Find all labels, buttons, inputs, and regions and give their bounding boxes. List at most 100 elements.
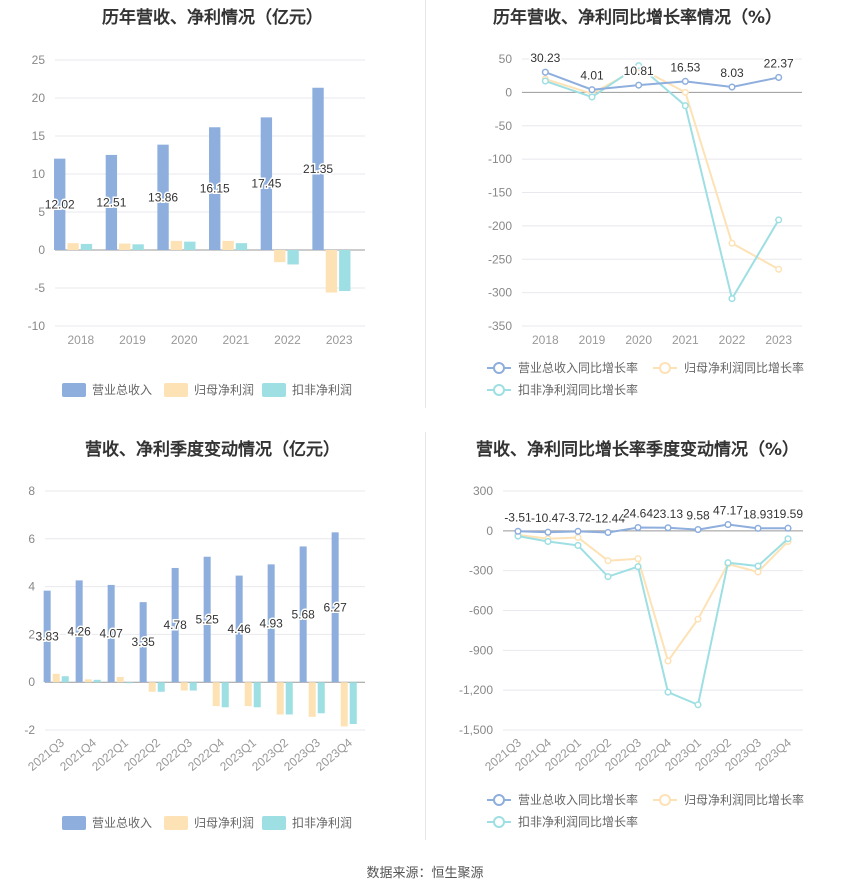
data-label: 19.59	[773, 507, 803, 521]
series-line	[545, 64, 780, 302]
annual-revenue-profit-chart: 25 20 15 10 5 0 -5 -10 2018 2019 2020 2021 2022 2023 1…	[28, 53, 365, 397]
bar	[308, 682, 316, 717]
y-tick-label: -100	[488, 152, 512, 166]
bar	[317, 682, 325, 714]
data-label: -12.44	[591, 511, 625, 525]
chart-title: 历年营收、净利同比增长率情况（%）	[492, 8, 783, 28]
data-point	[574, 527, 582, 535]
data-label: 30.23	[530, 51, 560, 65]
bar	[276, 682, 284, 715]
quarterly-growth-rate-chart: 3000-300-600-900-1,200-1,5002021Q32021Q4…	[459, 484, 805, 829]
data-point	[694, 526, 702, 534]
bar	[285, 682, 293, 715]
bar	[349, 682, 357, 725]
legend-label: 扣非净利润	[292, 816, 352, 830]
y-tick-label: 4	[28, 580, 35, 594]
x-tick-label: 2020	[171, 333, 198, 347]
y-tick-label: -5	[34, 281, 45, 295]
data-point	[588, 86, 596, 94]
y-tick-label: 10	[32, 167, 46, 181]
bar	[340, 682, 348, 727]
x-tick-label: 2018	[532, 333, 559, 347]
y-tick-label: 6	[28, 532, 35, 546]
bar	[157, 144, 169, 250]
data-point	[604, 557, 612, 565]
x-tick-label: 2022	[274, 333, 301, 347]
chart-title: 营收、净利季度变动情况（亿元）	[85, 440, 340, 460]
legend-marker-swatch	[659, 794, 671, 806]
series-line	[544, 71, 779, 91]
y-tick-label: -50	[495, 119, 513, 133]
bar	[221, 682, 229, 708]
data-label: 9.58	[686, 509, 710, 523]
data-point	[635, 81, 643, 89]
data-point	[681, 102, 689, 110]
chart-title: 历年营收、净利情况（亿元）	[102, 8, 323, 28]
legend-swatch	[62, 816, 86, 830]
data-label: -3.51	[504, 510, 532, 524]
data-point	[604, 573, 612, 581]
data-point	[541, 68, 549, 76]
y-tick-label: 0	[28, 675, 35, 689]
bar	[260, 117, 273, 250]
bar	[287, 250, 299, 265]
legend-marker-swatch	[659, 362, 671, 374]
bar	[222, 240, 234, 250]
data-point	[544, 528, 552, 536]
data-point	[724, 521, 732, 529]
data-point	[635, 62, 643, 70]
series-line	[517, 533, 789, 664]
series-line	[517, 535, 789, 707]
y-tick-label: -10	[28, 319, 46, 333]
x-tick-label: 2023	[765, 333, 792, 347]
x-tick-label: 2019	[579, 333, 606, 347]
data-label: 4.07	[99, 627, 123, 641]
bar	[125, 682, 133, 684]
data-point	[664, 524, 672, 532]
legend-swatch	[262, 816, 286, 830]
data-point	[681, 88, 689, 96]
y-tick-label: -1,200	[459, 683, 493, 697]
bar	[54, 158, 66, 250]
data-label: 5.25	[195, 612, 219, 626]
legend-label: 扣非净利润同比增长率	[518, 382, 638, 397]
data-point	[784, 535, 792, 543]
data-label: -10.47	[531, 511, 565, 525]
legend-label: 归母净利润	[194, 816, 254, 830]
data-point	[604, 528, 612, 537]
data-label: 16.15	[200, 182, 230, 196]
x-tick-label: 2021	[222, 333, 249, 347]
bar	[171, 567, 179, 683]
bar	[132, 244, 144, 250]
y-tick-label: 20	[32, 91, 46, 105]
data-point	[544, 537, 552, 546]
y-tick-label: -200	[488, 219, 512, 233]
bar	[235, 243, 248, 250]
data-point	[775, 265, 783, 273]
bar	[61, 676, 69, 683]
data-point	[681, 77, 689, 85]
bar	[184, 241, 196, 250]
data-point	[634, 555, 642, 563]
data-label: 4.01	[580, 69, 604, 83]
data-label: 12.02	[45, 197, 75, 211]
y-tick-label: -900	[469, 643, 493, 657]
legend-swatch	[262, 383, 286, 397]
legend-marker-swatch	[493, 362, 505, 374]
y-tick-label: -1,500	[459, 723, 493, 737]
chart-title: 营收、净利同比增长率季度变动情况（%）	[475, 440, 800, 460]
bar	[80, 243, 93, 250]
y-tick-label: 0	[38, 243, 45, 257]
series-line	[517, 523, 789, 534]
data-label: 47.17	[713, 504, 743, 518]
y-tick-label: 15	[32, 129, 46, 143]
data-label: 4.26	[67, 624, 91, 638]
data-label: -3.72	[564, 510, 592, 524]
bar	[299, 546, 307, 683]
data-point	[574, 533, 582, 542]
quarterly-revenue-profit-chart: 86420-22021Q32021Q42022Q12022Q22022Q3202…	[24, 484, 365, 830]
bar	[67, 243, 79, 250]
data-point	[541, 77, 549, 85]
bar	[107, 584, 115, 683]
data-point	[634, 524, 642, 532]
